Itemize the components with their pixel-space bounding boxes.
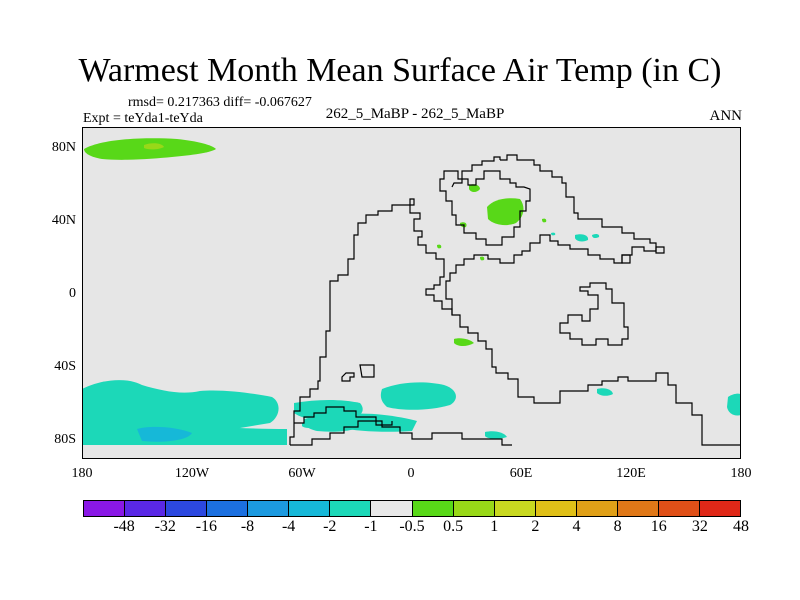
colorbar-tick-label: -32	[154, 518, 176, 535]
coast-pangea-main	[445, 154, 741, 446]
coast-island-4	[655, 246, 665, 254]
colorbar-tick-label: -0.5	[399, 518, 425, 535]
warm-region-siberia	[487, 198, 524, 226]
coast-antarctic	[290, 420, 512, 446]
lat-label-80n: 80N	[51, 140, 76, 155]
colorbar-tick-label: 8	[613, 518, 622, 535]
colorbar-tick-label: 16	[650, 518, 667, 535]
colorbar-tick-label: -1	[364, 518, 378, 535]
cool-region-small-1	[597, 388, 613, 396]
colorbar-tick-label: 1	[490, 518, 499, 535]
coast-gondwana-west	[289, 204, 406, 445]
coast-tethys-loop	[559, 282, 629, 346]
lat-label-40n: 40N	[51, 213, 76, 228]
colorbar-tick-label: 32	[691, 518, 708, 535]
season-label: ANN	[709, 108, 743, 124]
coast-north-pole	[451, 156, 501, 188]
warm-region-arctic	[469, 184, 480, 192]
colorbar-cell	[330, 501, 372, 516]
cool-region-asia-3	[551, 232, 556, 236]
colorbar-tick-label: 4	[572, 518, 581, 535]
colorbar-cell	[453, 501, 495, 516]
lon-label-180e: 180	[730, 466, 752, 481]
colorbar	[83, 500, 741, 517]
chart-title: Warmest Month Mean Surface Air Temp (in …	[78, 52, 722, 89]
colorbar-cell	[576, 501, 618, 516]
colorbar-cell	[699, 501, 740, 516]
experiment-label: Expt = teYda1-teYda	[83, 111, 203, 126]
cool-region-dark	[137, 426, 192, 442]
coast-tethys-gulf	[406, 198, 453, 315]
colorbar-cell	[248, 501, 290, 516]
coast-island-1	[341, 372, 355, 382]
colorbar-tick-label: -16	[195, 518, 218, 535]
colorbar-cell	[494, 501, 536, 516]
colorbar-cell	[125, 501, 167, 516]
cool-region-small-2	[485, 431, 507, 439]
case-label: 262_5_MaBP - 262_5_MaBP	[325, 106, 505, 122]
colorbar-tick-label: 2	[531, 518, 540, 535]
cool-region-small-3	[727, 393, 741, 416]
colorbar-cell	[289, 501, 331, 516]
lat-label-80s: 80S	[54, 432, 76, 447]
lon-label-0: 0	[407, 466, 415, 481]
cool-region-asia-1	[575, 234, 589, 242]
colorbar-cell	[166, 501, 208, 516]
coast-island-2	[359, 364, 375, 378]
colorbar-tick-label: -48	[113, 518, 135, 535]
lon-label-120e: 120E	[616, 466, 646, 481]
map-plot	[82, 127, 741, 459]
cool-region-small-4	[302, 422, 318, 429]
warm-region-europe	[437, 244, 442, 249]
colorbar-cell	[371, 501, 413, 516]
lon-label-60e: 60E	[509, 466, 533, 481]
lon-label-120w: 120W	[174, 466, 210, 481]
colorbar-tick-label: -4	[281, 518, 296, 535]
warm-region-east-asia	[542, 218, 547, 223]
cool-region-asia-2	[592, 233, 600, 239]
lon-label-180w: 180	[71, 466, 93, 481]
colorbar-cell	[84, 501, 126, 516]
coast-island-3	[621, 254, 631, 264]
colorbar-cell	[535, 501, 577, 516]
stats-label: rmsd= 0.217363 diff= -0.067627	[128, 95, 312, 110]
colorbar-tick-label: -8	[240, 518, 255, 535]
warm-region-africa	[454, 338, 474, 346]
coast-inner-sea	[439, 170, 531, 246]
coastlines	[289, 154, 741, 446]
lat-label-40s: 40S	[54, 359, 76, 374]
lat-label-eq: 0	[69, 286, 76, 301]
colorbar-cell	[658, 501, 700, 516]
colorbar-cell	[412, 501, 454, 516]
warm-region-north-pacific-core	[144, 143, 164, 150]
colorbar-cell	[617, 501, 659, 516]
colorbar-tick-label: -2	[323, 518, 337, 535]
lon-label-60w: 60W	[288, 466, 316, 481]
warm-region-mediterranean	[480, 256, 485, 261]
map-frame	[82, 127, 741, 459]
colorbar-tick-label: 0.5	[443, 518, 464, 535]
colorbar-tick-label: 48	[733, 518, 749, 535]
coast-antarctic-2	[294, 406, 393, 426]
colorbar-cell	[207, 501, 249, 516]
cool-region-indian-west	[380, 382, 456, 410]
